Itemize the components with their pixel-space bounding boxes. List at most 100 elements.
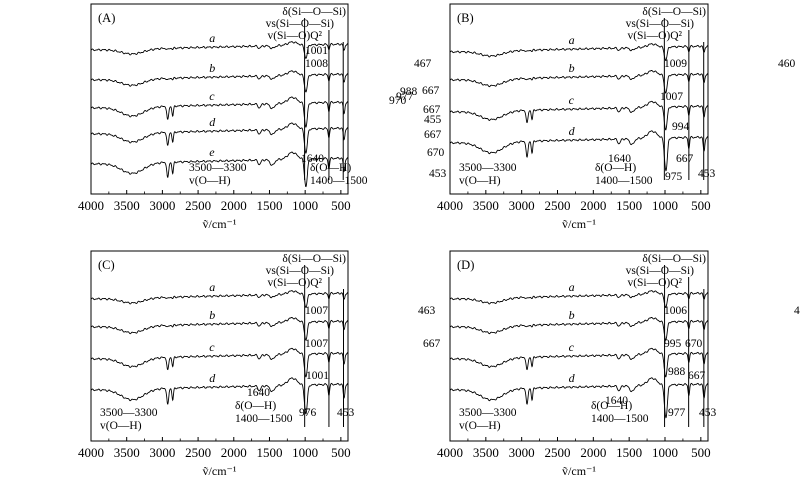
- x-axis-title: ṽ/cm⁻¹: [203, 464, 237, 478]
- series-line-b: [90, 317, 349, 341]
- series-label-b: b: [209, 308, 215, 322]
- series-label-a: a: [209, 280, 215, 294]
- x-tick-label: 500: [691, 198, 711, 213]
- series-label-b: b: [569, 308, 575, 322]
- x-tick-label: 3000: [509, 445, 535, 460]
- peak-label: 977: [668, 407, 686, 419]
- header-label: vs(Si—O—Si): [266, 265, 335, 277]
- peak-label: 3500—3300: [459, 407, 517, 419]
- header-label: v(Si—O)Q²: [627, 30, 682, 42]
- peak-label: 1400—1500: [235, 413, 293, 425]
- plot-frame: [449, 250, 709, 442]
- x-tick-label: 4000: [437, 198, 463, 213]
- series-line-a: [90, 290, 349, 308]
- peak-label: δ(O—H): [235, 400, 276, 412]
- x-tick-label: 2500: [185, 445, 211, 460]
- series-label-c: c: [209, 340, 215, 354]
- header-label: δ(Si—O—Si): [642, 6, 706, 18]
- peak-label: 1640: [301, 153, 324, 165]
- peak-label: 453: [337, 407, 355, 419]
- series-line-c: [449, 100, 709, 131]
- x-tick-label: 4000: [437, 445, 463, 460]
- x-tick-label: 2000: [221, 445, 247, 460]
- x-tick-label: 2000: [580, 445, 606, 460]
- series-label-d: d: [209, 371, 216, 385]
- series-line-b: [449, 70, 709, 94]
- peak-label: 3500—3300: [189, 162, 247, 174]
- series-label-a: a: [209, 31, 215, 45]
- header-label: v(Si—O)Q²: [267, 277, 322, 289]
- panel-title: (B): [457, 11, 474, 25]
- x-tick-label: 3500: [473, 198, 499, 213]
- x-tick-label: 1500: [256, 445, 282, 460]
- peak-label: 976: [299, 407, 317, 419]
- panel-B: (B) 4000 3500 3000 2500 2000 1500 1000 500 ṽ/cm⁻¹…: [437, 3, 796, 231]
- header-label: vs(Si—O—Si): [626, 265, 695, 277]
- series-line-c: [90, 347, 349, 378]
- panel-title: (C): [98, 258, 115, 272]
- panel-title: (A): [98, 11, 115, 25]
- panel-A: (A) 4000 3500 3000 2500 2000 1500 1000 500 ṽ/cm⁻¹…: [78, 3, 447, 231]
- header-label: δ(Si—O—Si): [282, 253, 346, 265]
- header-label: δ(Si—O—Si): [642, 253, 706, 265]
- peak-label: 995: [664, 338, 682, 350]
- peak-label: 667: [424, 129, 442, 141]
- peak-label: 667: [688, 370, 706, 382]
- peak-label: 667: [676, 153, 694, 165]
- x-axis-title: ṽ/cm⁻¹: [562, 217, 596, 231]
- peak-label: δ(O—H): [591, 400, 632, 412]
- series-line-b: [90, 70, 349, 93]
- peak-label: 453: [429, 168, 447, 180]
- peak-label: 458: [794, 305, 800, 317]
- x-tick-label: 1500: [616, 445, 642, 460]
- series-label-a: a: [569, 33, 575, 47]
- peak-label: 455: [424, 114, 442, 126]
- panel-D: (D) 4000 3500 3000 2500 2000 1500 1000 500 ṽ/cm⁻¹…: [437, 250, 800, 478]
- x-tick-label: 4000: [78, 445, 104, 460]
- x-tick-label: 2500: [185, 198, 211, 213]
- peak-label: 975: [665, 171, 683, 183]
- peak-label: 670: [685, 338, 703, 350]
- peak-label: 988: [668, 366, 686, 378]
- peak-label: 667: [422, 85, 440, 97]
- peak-label: 977: [396, 91, 414, 103]
- x-tick-label: 1000: [652, 198, 678, 213]
- x-tick-label: 500: [691, 445, 711, 460]
- peak-label: 994: [672, 121, 690, 133]
- peak-label: 453: [699, 407, 717, 419]
- header-label: v(Si—O)Q²: [267, 30, 322, 42]
- series-label-b: b: [209, 61, 215, 75]
- peak-label: 667: [423, 104, 441, 116]
- peak-label: 1001: [305, 45, 328, 57]
- header-label: δ(Si—O—Si): [282, 6, 346, 18]
- peak-label: 1640: [605, 395, 628, 407]
- peak-label: 453: [698, 168, 716, 180]
- peak-label: 1006: [664, 305, 687, 317]
- peak-label: v(O—H): [189, 175, 231, 187]
- x-tick-label: 2000: [580, 198, 606, 213]
- series-line-a: [449, 43, 709, 61]
- peak-label: 988: [400, 86, 418, 98]
- peak-label: 1001: [306, 370, 329, 382]
- peak-label: δ(O—H): [310, 162, 351, 174]
- series-label-d: d: [569, 124, 576, 138]
- x-tick-label: 3000: [149, 445, 175, 460]
- peak-label: 670: [427, 147, 445, 159]
- peak-label: 1009: [664, 58, 687, 70]
- peak-label: 1640: [247, 387, 270, 399]
- peak-label: 1007: [305, 305, 328, 317]
- x-tick-label: 1000: [652, 445, 678, 460]
- peak-label: 3500—3300: [100, 407, 158, 419]
- x-tick-label: 3000: [509, 198, 535, 213]
- series-label-e: e: [209, 145, 215, 159]
- peak-label: 1007: [660, 91, 683, 103]
- series-label-d: d: [209, 115, 216, 129]
- x-tick-label: 2500: [545, 198, 571, 213]
- peak-label: v(O—H): [459, 175, 501, 187]
- plot-frame: [449, 3, 709, 195]
- series-label-c: c: [209, 89, 215, 103]
- series-line-d: [90, 122, 349, 154]
- peak-label: 970: [389, 95, 407, 107]
- series-line-d: [90, 377, 349, 415]
- plot-frame: [90, 3, 349, 195]
